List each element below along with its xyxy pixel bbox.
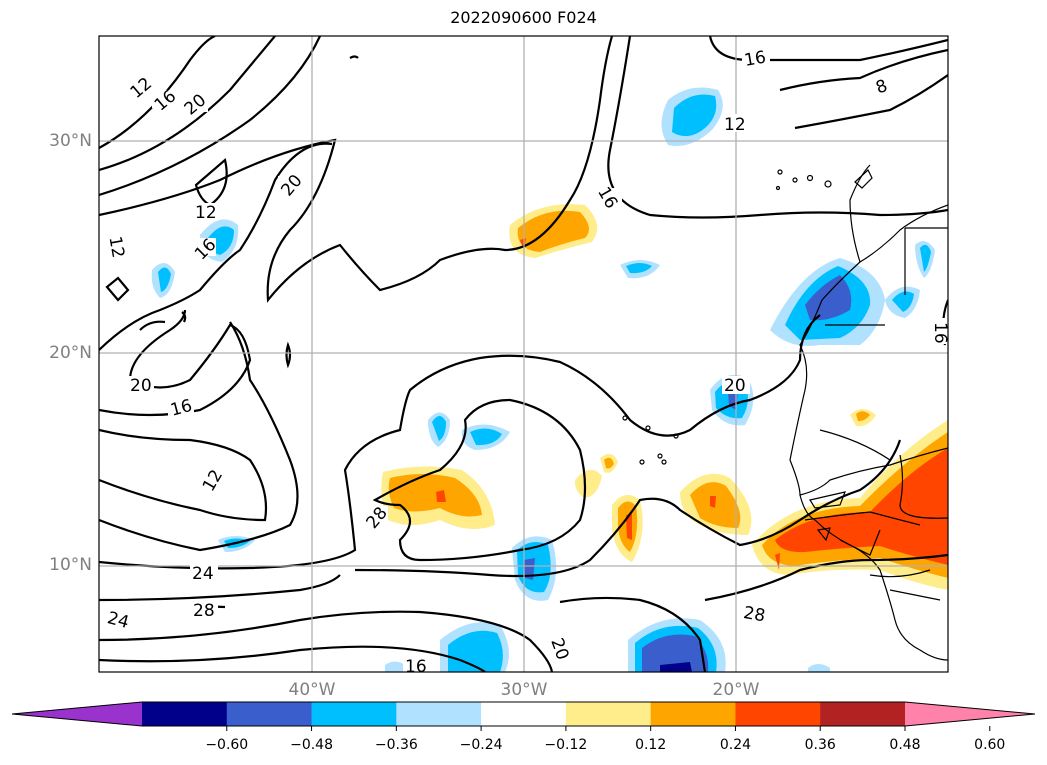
lon-label-30w: 30°W (500, 680, 548, 700)
contour-label: 16 (743, 47, 768, 70)
colorbar-tick-label: −0.36 (374, 737, 418, 753)
colorbar-segment (650, 702, 736, 726)
gridlines (99, 36, 948, 672)
colorbar (11, 701, 1036, 731)
contour-label: 28 (742, 603, 767, 626)
contour-label: 12 (104, 235, 127, 260)
colorbar-tick-label: 0.60 (974, 737, 1006, 753)
colorbar-tick-label: −0.24 (459, 737, 503, 753)
colorbar-segment (820, 702, 906, 726)
colorbar-tick-label: −0.12 (544, 737, 588, 753)
colorbar-tick-label: 0.48 (889, 737, 921, 753)
colorbar-segment (735, 702, 821, 726)
lat-label-30n: 30°N (49, 131, 92, 151)
contour-label: 28 (193, 601, 215, 621)
colorbar-extend-low (12, 702, 142, 726)
plot-frame (98, 35, 949, 673)
colorbar-tick-label: 0.36 (804, 737, 836, 753)
colorbar-tick-label: −0.60 (205, 737, 249, 753)
colorbar-segment (565, 702, 652, 726)
lon-label-20w: 20°W (712, 680, 760, 700)
colorbar-tick-label: 0.24 (719, 737, 752, 753)
colorbar-segment (396, 702, 482, 726)
colorbar-tick-label: 0.12 (635, 737, 667, 753)
contour-label: 20 (130, 376, 152, 396)
colorbar-segment (311, 702, 397, 726)
lat-label-10n: 10°N (49, 555, 92, 575)
lat-label-20n: 20°N (49, 343, 92, 363)
map-title: 2022090600 F024 (450, 8, 597, 27)
colorbar-tick-label: −0.48 (290, 737, 333, 753)
contour-label: 12 (195, 203, 217, 223)
coastlines (622, 164, 948, 661)
colorbar-segment (142, 702, 228, 726)
contour-label: 16 (930, 322, 950, 344)
contour-lines (99, 36, 948, 672)
shaded-field (151, 87, 948, 672)
colorbar-extend-high (905, 702, 1035, 726)
contour-label: 16 (405, 657, 427, 677)
plot-area: 12 16 20 20 12 16 12 20 16 12 24 28 24 (99, 36, 950, 677)
lon-label-40w: 40°W (288, 680, 336, 700)
contour-label: 12 (724, 115, 746, 135)
contour-label: 24 (192, 564, 214, 584)
colorbar-outline (11, 701, 1036, 727)
colorbar-segment (226, 702, 313, 726)
colorbar-segment (481, 702, 567, 726)
contour-label: 20 (724, 376, 746, 396)
